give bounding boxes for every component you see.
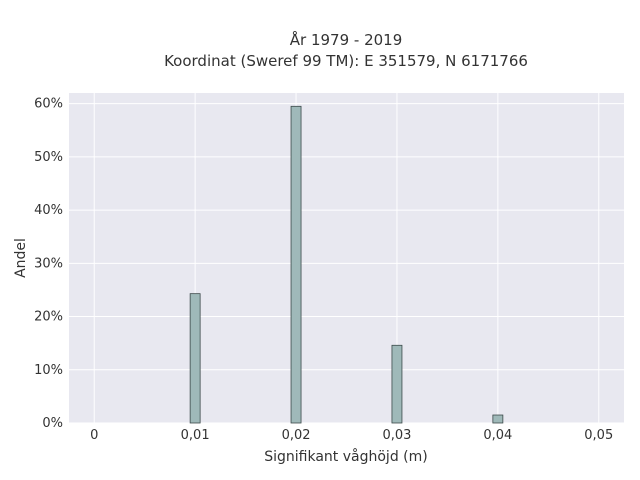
x-axis-ticks: 0 0,01 0,02 0,03 0,04 0,05	[90, 428, 613, 443]
histogram-bar	[391, 344, 403, 424]
plot-area	[69, 93, 624, 423]
y-tick-label: 30%	[34, 256, 63, 271]
y-axis-ticks: 0% 10% 20% 30% 40% 50% 60%	[34, 97, 63, 431]
histogram-bar	[492, 414, 504, 424]
y-tick-label: 40%	[34, 203, 63, 218]
x-axis-label: Signifikant våghöjd (m)	[264, 448, 427, 465]
y-tick-label: 10%	[34, 363, 63, 378]
chart-title-line-1: År 1979 - 2019	[290, 30, 403, 49]
x-tick-label: 0,03	[382, 428, 411, 443]
grid-lines	[69, 93, 624, 424]
histogram-bar	[189, 293, 201, 424]
y-tick-label: 20%	[34, 310, 63, 325]
y-tick-label: 50%	[34, 150, 63, 165]
x-tick-label: 0	[90, 428, 98, 443]
x-tick-label: 0,01	[181, 428, 210, 443]
x-tick-label: 0,05	[584, 428, 613, 443]
x-tick-label: 0,04	[483, 428, 512, 443]
chart-title-line-2: Koordinat (Sweref 99 TM): E 351579, N 61…	[164, 52, 528, 70]
histogram-bar	[290, 105, 302, 424]
y-tick-label: 60%	[34, 97, 63, 112]
bars	[189, 105, 504, 424]
x-tick-label: 0,02	[282, 428, 311, 443]
y-axis-label: Andel	[13, 238, 29, 278]
y-tick-label: 0%	[42, 416, 63, 431]
